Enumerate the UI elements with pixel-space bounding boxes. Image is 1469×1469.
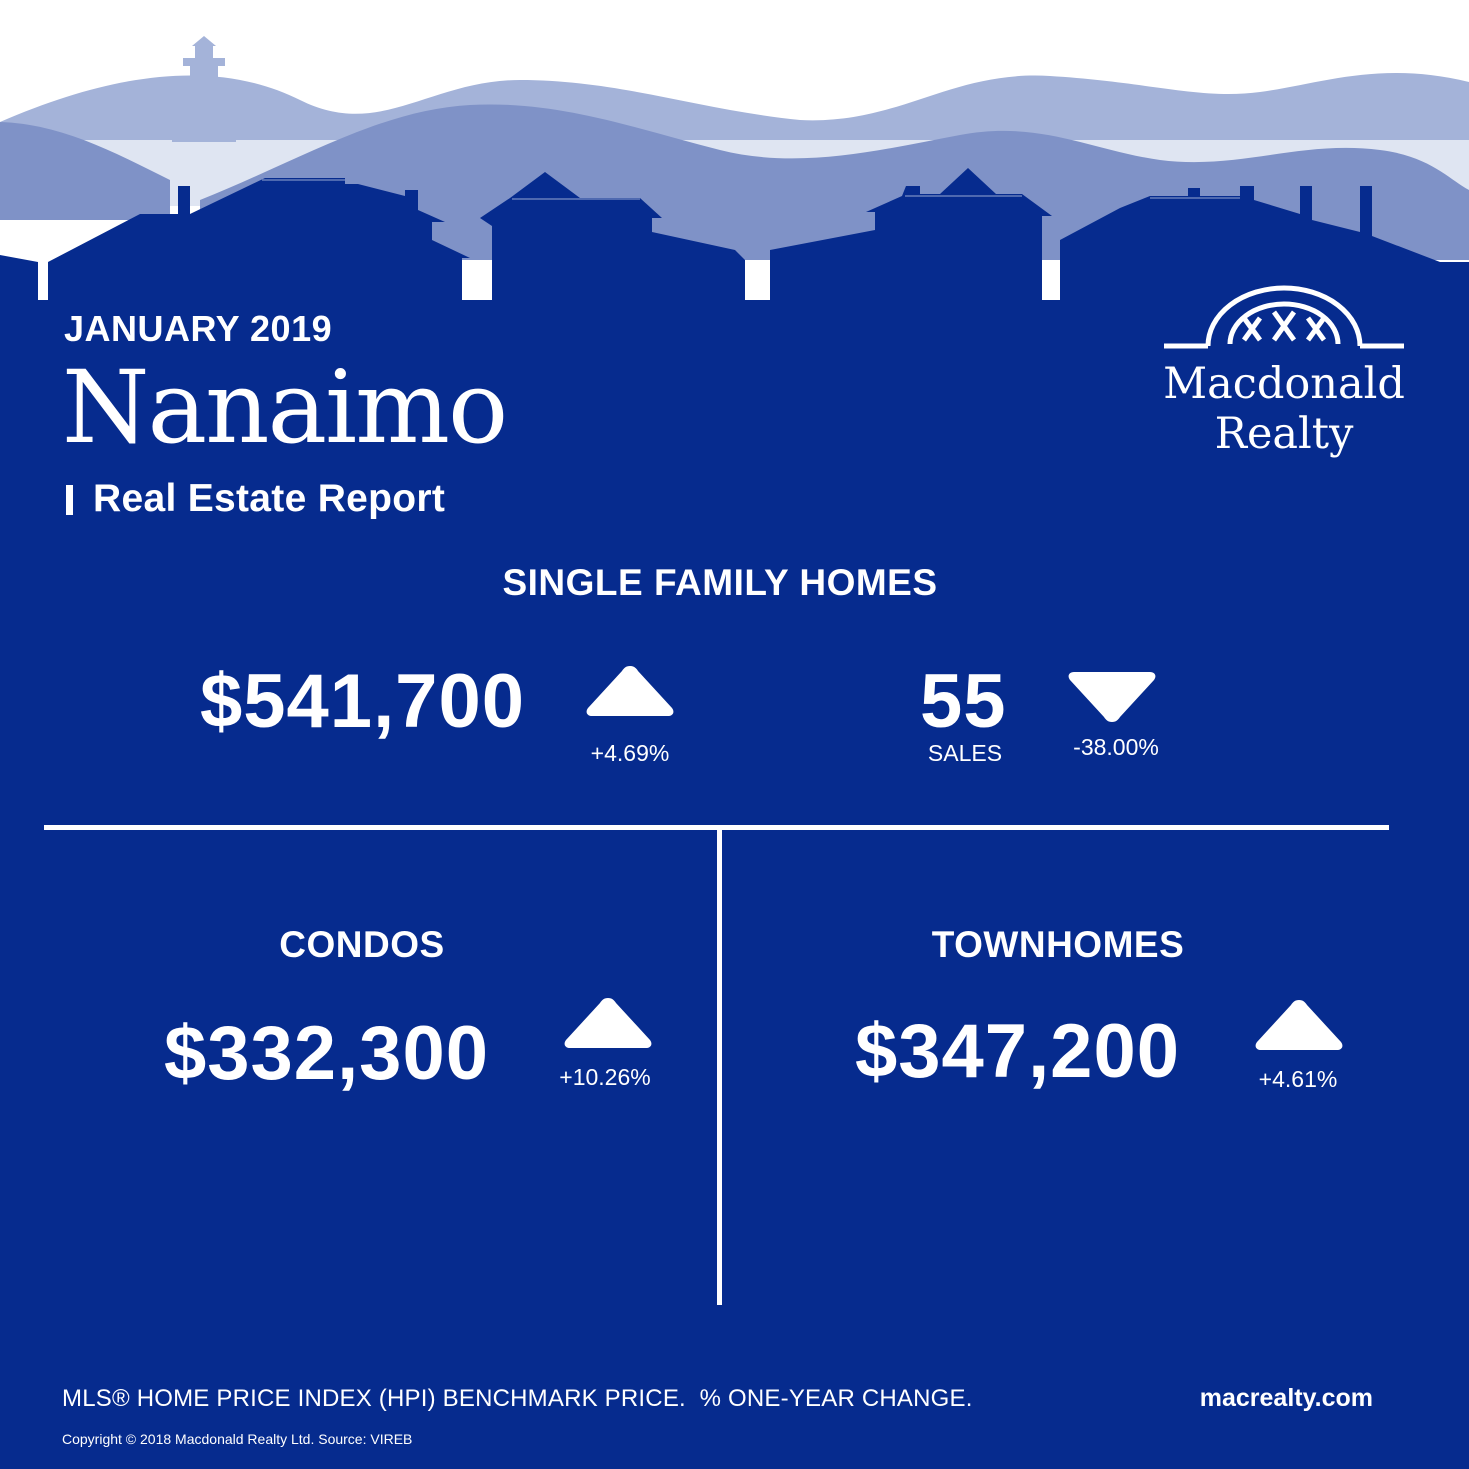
sales-label: SALES bbox=[927, 740, 1003, 766]
methodology-note: MLS® HOME PRICE INDEX (HPI) BENCHMARK PR… bbox=[62, 1385, 973, 1412]
arch-logo-icon bbox=[1164, 285, 1404, 349]
brand-name-line2: Realty bbox=[1214, 409, 1354, 459]
single-family-title: SINGLE FAMILY HOMES bbox=[502, 562, 938, 603]
copyright-notice: Copyright © 2018 Macdonald Realty Ltd. S… bbox=[62, 1431, 413, 1447]
condos-title: CONDOS bbox=[279, 924, 445, 965]
price-up-arrow-icon bbox=[586, 666, 674, 716]
horizontal-divider bbox=[44, 825, 1389, 830]
lighthouse-icon bbox=[172, 36, 236, 142]
townhomes-title: TOWNHOMES bbox=[931, 924, 1185, 965]
brand-logo: Macdonald Realty bbox=[1156, 282, 1412, 472]
townhomes-price-change: +4.61% bbox=[1258, 1066, 1338, 1092]
report-subtitle: Real Estate Report bbox=[93, 477, 446, 520]
single-family-price-change: +4.69% bbox=[590, 740, 670, 766]
sales-down-arrow-icon bbox=[1068, 672, 1156, 722]
single-family-sales: 55 bbox=[920, 659, 1007, 744]
townhomes-price: $347,200 bbox=[855, 1009, 1180, 1094]
houses-silhouette bbox=[0, 168, 1469, 1469]
brand-name-line1: Macdonald bbox=[1163, 359, 1405, 409]
vertical-divider bbox=[717, 828, 722, 1305]
far-hills bbox=[0, 72, 1469, 140]
townhomes-up-arrow-icon bbox=[1255, 1000, 1343, 1050]
subtitle-accent-bar bbox=[66, 485, 73, 515]
mid-hills bbox=[0, 122, 170, 220]
condos-up-arrow-icon bbox=[564, 998, 652, 1048]
roof-details bbox=[262, 179, 1240, 200]
single-family-price: $541,700 bbox=[200, 659, 525, 744]
city-name: Nanaimo bbox=[62, 349, 508, 466]
condos-price: $332,300 bbox=[164, 1011, 489, 1096]
single-family-sales-change: -38.00% bbox=[1073, 734, 1159, 760]
website-link[interactable]: macrealty.com bbox=[1199, 1384, 1373, 1412]
report-month: JANUARY 2019 bbox=[64, 308, 333, 349]
condos-price-change: +10.26% bbox=[559, 1064, 651, 1090]
